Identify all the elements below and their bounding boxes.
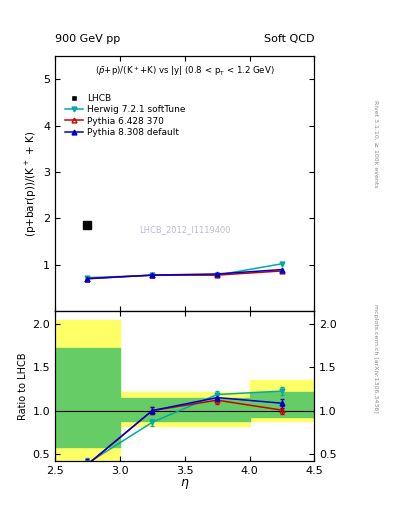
Text: Soft QCD: Soft QCD [264, 33, 314, 44]
Text: mcplots.cern.ch [arXiv:1306.3436]: mcplots.cern.ch [arXiv:1306.3436] [373, 304, 378, 413]
Y-axis label: (p+bar(p))/(K$^+$ + K): (p+bar(p))/(K$^+$ + K) [24, 131, 39, 237]
Text: LHCB_2012_I1119400: LHCB_2012_I1119400 [139, 225, 230, 234]
Y-axis label: Ratio to LHCB: Ratio to LHCB [18, 352, 28, 420]
X-axis label: $\eta$: $\eta$ [180, 477, 189, 491]
Text: ($\bar{p}$+p)/(K$^+$+K) vs |y| (0.8 < p$_\mathrm{T}$ < 1.2 GeV): ($\bar{p}$+p)/(K$^+$+K) vs |y| (0.8 < p$… [95, 64, 275, 78]
Legend: LHCB, Herwig 7.2.1 softTune, Pythia 6.428 370, Pythia 8.308 default: LHCB, Herwig 7.2.1 softTune, Pythia 6.42… [62, 92, 189, 140]
Text: 900 GeV pp: 900 GeV pp [55, 33, 120, 44]
Text: Rivet 3.1.10, ≥ 100k events: Rivet 3.1.10, ≥ 100k events [373, 99, 378, 187]
